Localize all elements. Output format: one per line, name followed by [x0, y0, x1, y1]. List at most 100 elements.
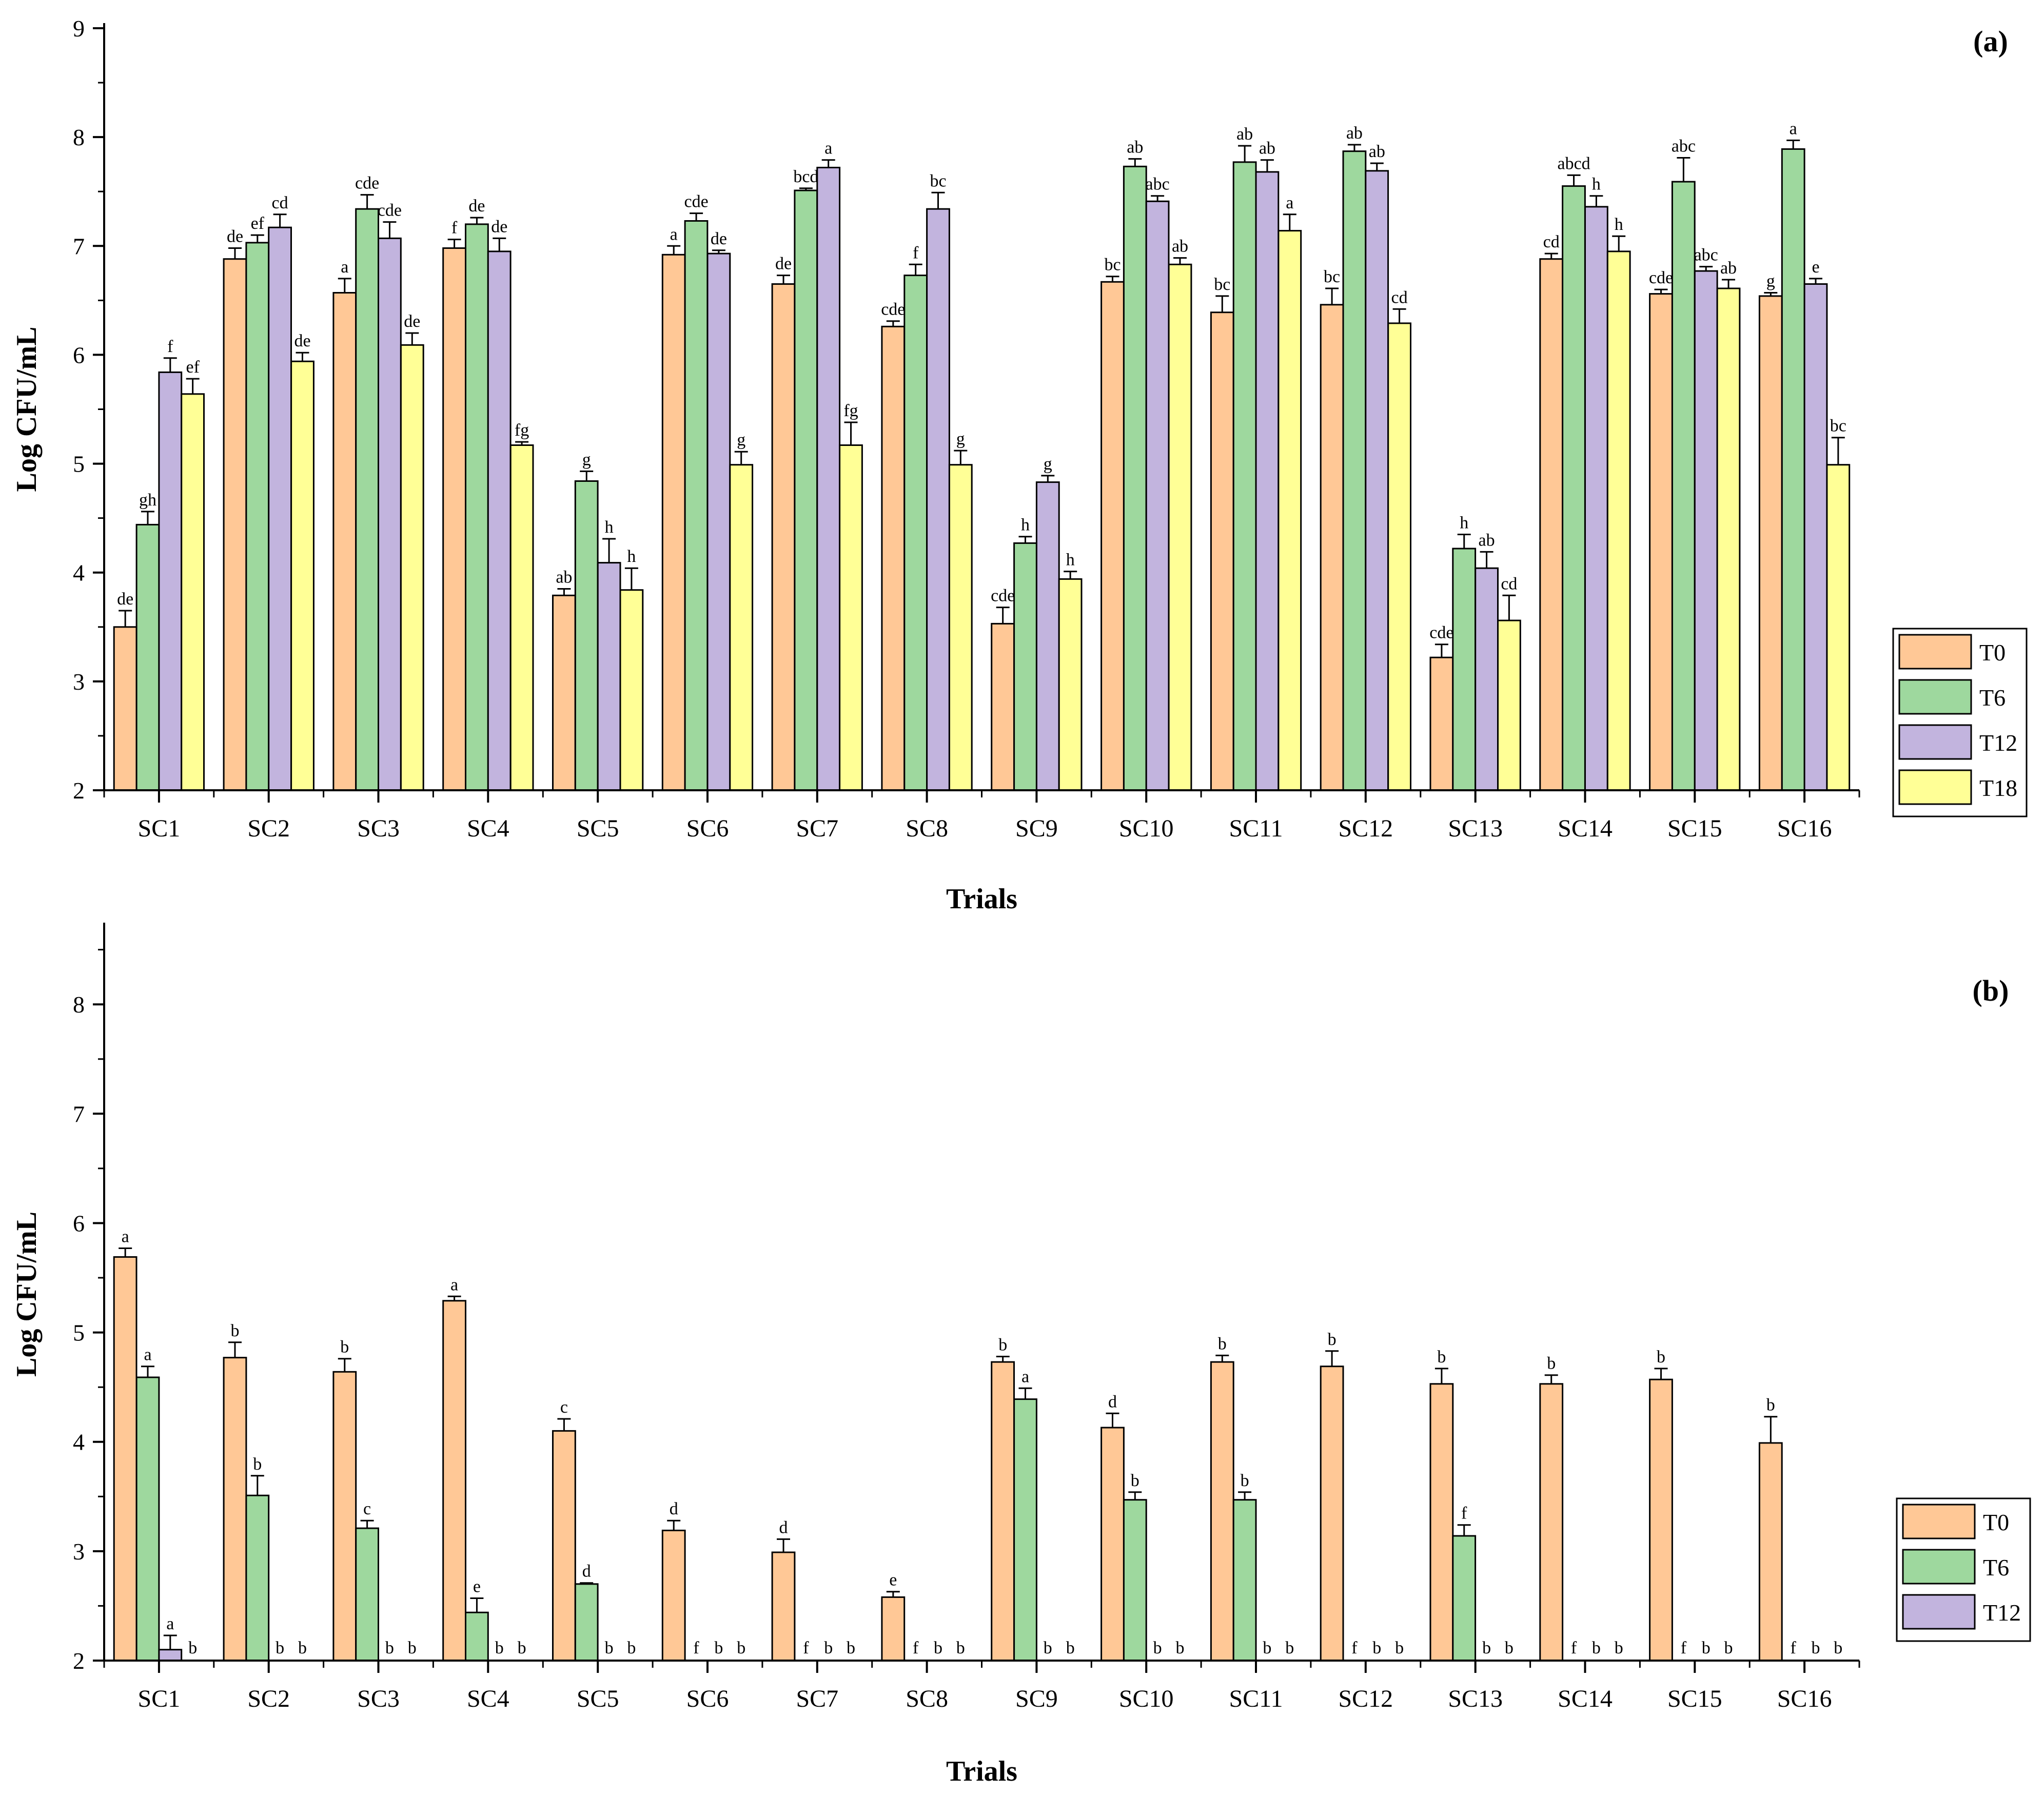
legend-label-t6: T6 — [1979, 685, 2006, 711]
significance-label: f — [451, 219, 458, 238]
significance-label: g — [737, 431, 745, 450]
significance-label: b — [847, 1639, 855, 1658]
legend-label-t18: T18 — [1979, 775, 2017, 801]
bar-t0-sc2 — [223, 1357, 247, 1662]
bar-t6-sc14 — [1562, 185, 1586, 791]
significance-label: a — [122, 1227, 129, 1246]
y-tick-label: 2 — [73, 777, 85, 804]
significance-label: a — [166, 1614, 174, 1633]
bar-t0-sc1 — [113, 1256, 137, 1662]
significance-label: b — [956, 1639, 965, 1658]
significance-label: b — [1263, 1639, 1271, 1658]
y-tick-label: 7 — [73, 233, 85, 259]
legend-swatch-t0 — [1902, 1504, 1976, 1539]
legend-swatch-t18 — [1898, 769, 1972, 805]
bar-t0-sc16 — [1758, 295, 1783, 791]
legend-label-t6: T6 — [1983, 1554, 2009, 1581]
significance-label: bcd — [793, 167, 818, 186]
significance-label: d — [670, 1499, 678, 1518]
significance-label: d — [779, 1518, 788, 1537]
bar-t6-sc3 — [355, 1527, 380, 1662]
significance-label: de — [294, 332, 310, 350]
significance-label: cde — [378, 201, 402, 220]
significance-label: a — [341, 258, 348, 277]
bar-t0-sc10 — [1100, 1427, 1125, 1662]
significance-label: c — [363, 1499, 371, 1518]
significance-label: cde — [1649, 268, 1673, 287]
significance-label: f — [1461, 1504, 1467, 1523]
significance-label: cd — [1501, 574, 1517, 593]
bar-t6-sc8 — [903, 275, 928, 791]
bar-t6-sc2 — [245, 242, 270, 791]
y-tick-label: 5 — [73, 451, 85, 477]
significance-label: b — [1066, 1639, 1075, 1658]
significance-label: h — [1615, 215, 1623, 234]
significance-label: f — [1351, 1639, 1358, 1658]
panel-label: (b) — [1973, 974, 2009, 1007]
significance-label: b — [1131, 1471, 1139, 1490]
significance-label: cd — [1391, 288, 1408, 307]
bar-t18-sc8 — [948, 464, 973, 791]
significance-label: ef — [186, 358, 200, 377]
bar-t0-sc5 — [552, 1430, 576, 1662]
significance-label: de — [468, 197, 485, 216]
bar-t18-sc5 — [619, 589, 644, 791]
significance-label: h — [1460, 514, 1468, 533]
bar-t0-sc9 — [991, 622, 1015, 791]
bar-t0-sc16 — [1758, 1442, 1783, 1662]
x-category-label: SC16 — [1777, 1685, 1832, 1712]
significance-label: f — [913, 243, 919, 262]
significance-label: b — [298, 1639, 307, 1658]
significance-label: b — [998, 1336, 1007, 1355]
bar-t18-sc1 — [181, 393, 205, 791]
x-category-label: SC16 — [1777, 815, 1832, 842]
bar-t6-sc15 — [1671, 181, 1696, 791]
bar-t0-sc10 — [1100, 281, 1125, 791]
significance-label: h — [605, 518, 614, 537]
x-category-label: SC7 — [796, 1685, 838, 1712]
bar-t0-sc12 — [1320, 304, 1344, 791]
significance-label: cde — [684, 192, 709, 211]
y-axis-title: Log CFU/mL — [11, 1212, 43, 1377]
x-category-label: SC12 — [1338, 1685, 1393, 1712]
x-category-label: SC13 — [1448, 1685, 1503, 1712]
x-category-label: SC15 — [1667, 1685, 1722, 1712]
significance-label: gh — [139, 491, 156, 510]
significance-label: b — [1372, 1639, 1381, 1658]
significance-label: ab — [1346, 124, 1363, 143]
bar-t6-sc3 — [355, 208, 380, 791]
bar-t6-sc11 — [1232, 161, 1257, 791]
x-category-label: SC14 — [1558, 815, 1613, 842]
significance-label: de — [117, 590, 133, 609]
bar-t0-sc2 — [223, 258, 247, 791]
x-category-label: SC5 — [577, 815, 619, 842]
bar-t6-sc9 — [1013, 542, 1037, 791]
significance-label: b — [340, 1338, 349, 1357]
significance-label: e — [889, 1571, 897, 1590]
significance-label: b — [495, 1639, 504, 1658]
significance-label: f — [1681, 1639, 1687, 1658]
significance-label: b — [188, 1639, 197, 1658]
bar-t6-sc11 — [1232, 1499, 1257, 1662]
significance-label: h — [1066, 551, 1075, 570]
significance-label: g — [956, 430, 965, 449]
bar-t0-sc7 — [771, 283, 796, 791]
bar-t0-sc1 — [113, 626, 137, 791]
significance-label: b — [714, 1639, 723, 1658]
bar-t6-sc7 — [794, 189, 818, 791]
significance-label: ab — [1172, 237, 1188, 256]
bar-t6-sc4 — [465, 223, 489, 791]
bar-t0-sc14 — [1539, 258, 1564, 791]
bar-t0-sc13 — [1429, 1383, 1454, 1662]
bar-t12-sc10 — [1145, 200, 1170, 791]
significance-label: f — [913, 1639, 919, 1658]
y-tick-label: 6 — [73, 342, 85, 368]
bar-t12-sc3 — [378, 237, 402, 791]
significance-label: b — [408, 1639, 417, 1658]
legend: T0 T6 T12 T18 — [1892, 628, 2028, 817]
significance-label: h — [1021, 516, 1030, 535]
y-tick-label: 3 — [73, 669, 85, 695]
significance-label: abc — [1672, 137, 1696, 156]
legend-label-t0: T0 — [1979, 639, 2006, 666]
